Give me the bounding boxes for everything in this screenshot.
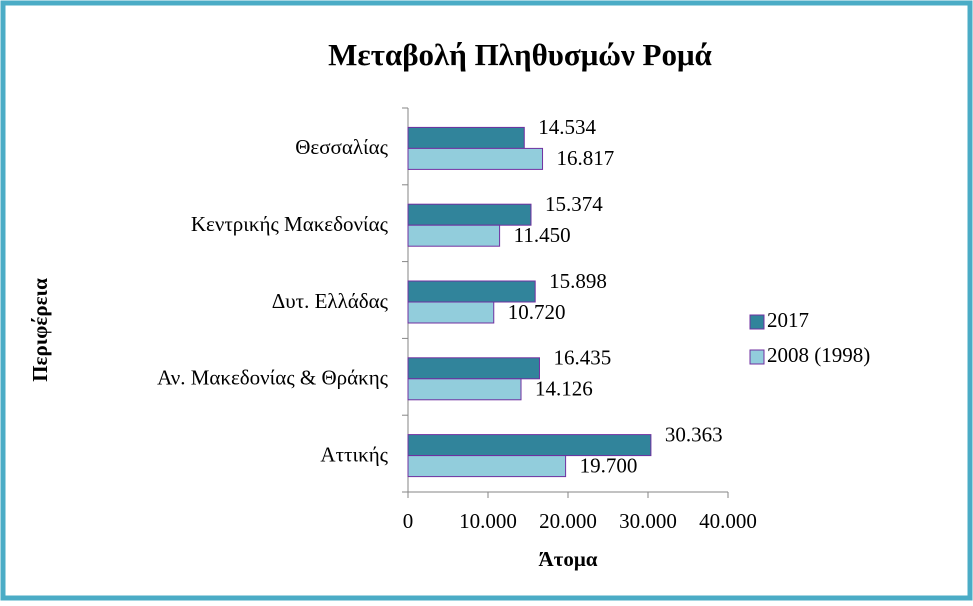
value-label: 14.534 [538,115,596,139]
y-axis-label: Περιφέρεια [28,278,52,382]
bar [407,301,495,324]
value-label: 19.700 [580,453,638,477]
y-tick-label: Δυτ. Ελλάδας [272,289,389,313]
x-tick-label: 20.000 [539,509,597,533]
y-tick-label: Κεντρικής Μακεδονίας [191,212,389,236]
x-tick-label: 10.000 [459,509,517,533]
value-label: 15.374 [545,192,603,216]
value-label: 15.898 [549,269,607,293]
value-label: 30.363 [665,422,723,446]
y-tick-label: Θεσσαλίας [295,135,388,159]
legend-label: 2008 (1998) [767,343,870,367]
x-tick-label: 0 [403,509,414,533]
bar [407,147,544,170]
bar [407,126,525,149]
y-tick-label: Αν. Μακεδονίας & Θράκης [157,366,389,390]
value-label: 10.720 [508,300,566,324]
legend-label: 2017 [767,308,809,332]
value-label: 14.126 [535,377,593,401]
x-tick-label: 40.000 [699,509,757,533]
value-label: 11.450 [514,223,571,247]
x-tick-label: 30.000 [619,509,677,533]
value-label: 16.817 [557,146,615,170]
value-label: 16.435 [553,346,611,370]
legend-swatch [749,349,765,365]
y-tick-label: Αττικής [320,442,388,466]
bar [407,357,540,380]
bar [407,224,501,247]
chart-title: Μεταβολή Πληθυσμών Ρομά [328,37,712,72]
legend-swatch [749,314,765,330]
bar [407,203,532,226]
bar [407,455,567,478]
x-axis-label: Άτομα [539,547,598,571]
bar [407,378,522,401]
